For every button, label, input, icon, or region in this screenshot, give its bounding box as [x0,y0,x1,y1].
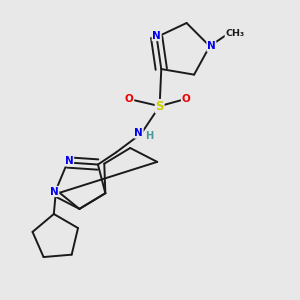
Text: CH₃: CH₃ [225,29,244,38]
Text: O: O [125,94,134,104]
Text: N: N [65,156,74,166]
Text: S: S [155,100,164,112]
Text: N: N [50,187,59,196]
Text: N: N [134,128,143,138]
Text: N: N [152,31,161,40]
Text: H: H [146,131,154,141]
Text: N: N [207,41,216,51]
Text: O: O [182,94,190,104]
